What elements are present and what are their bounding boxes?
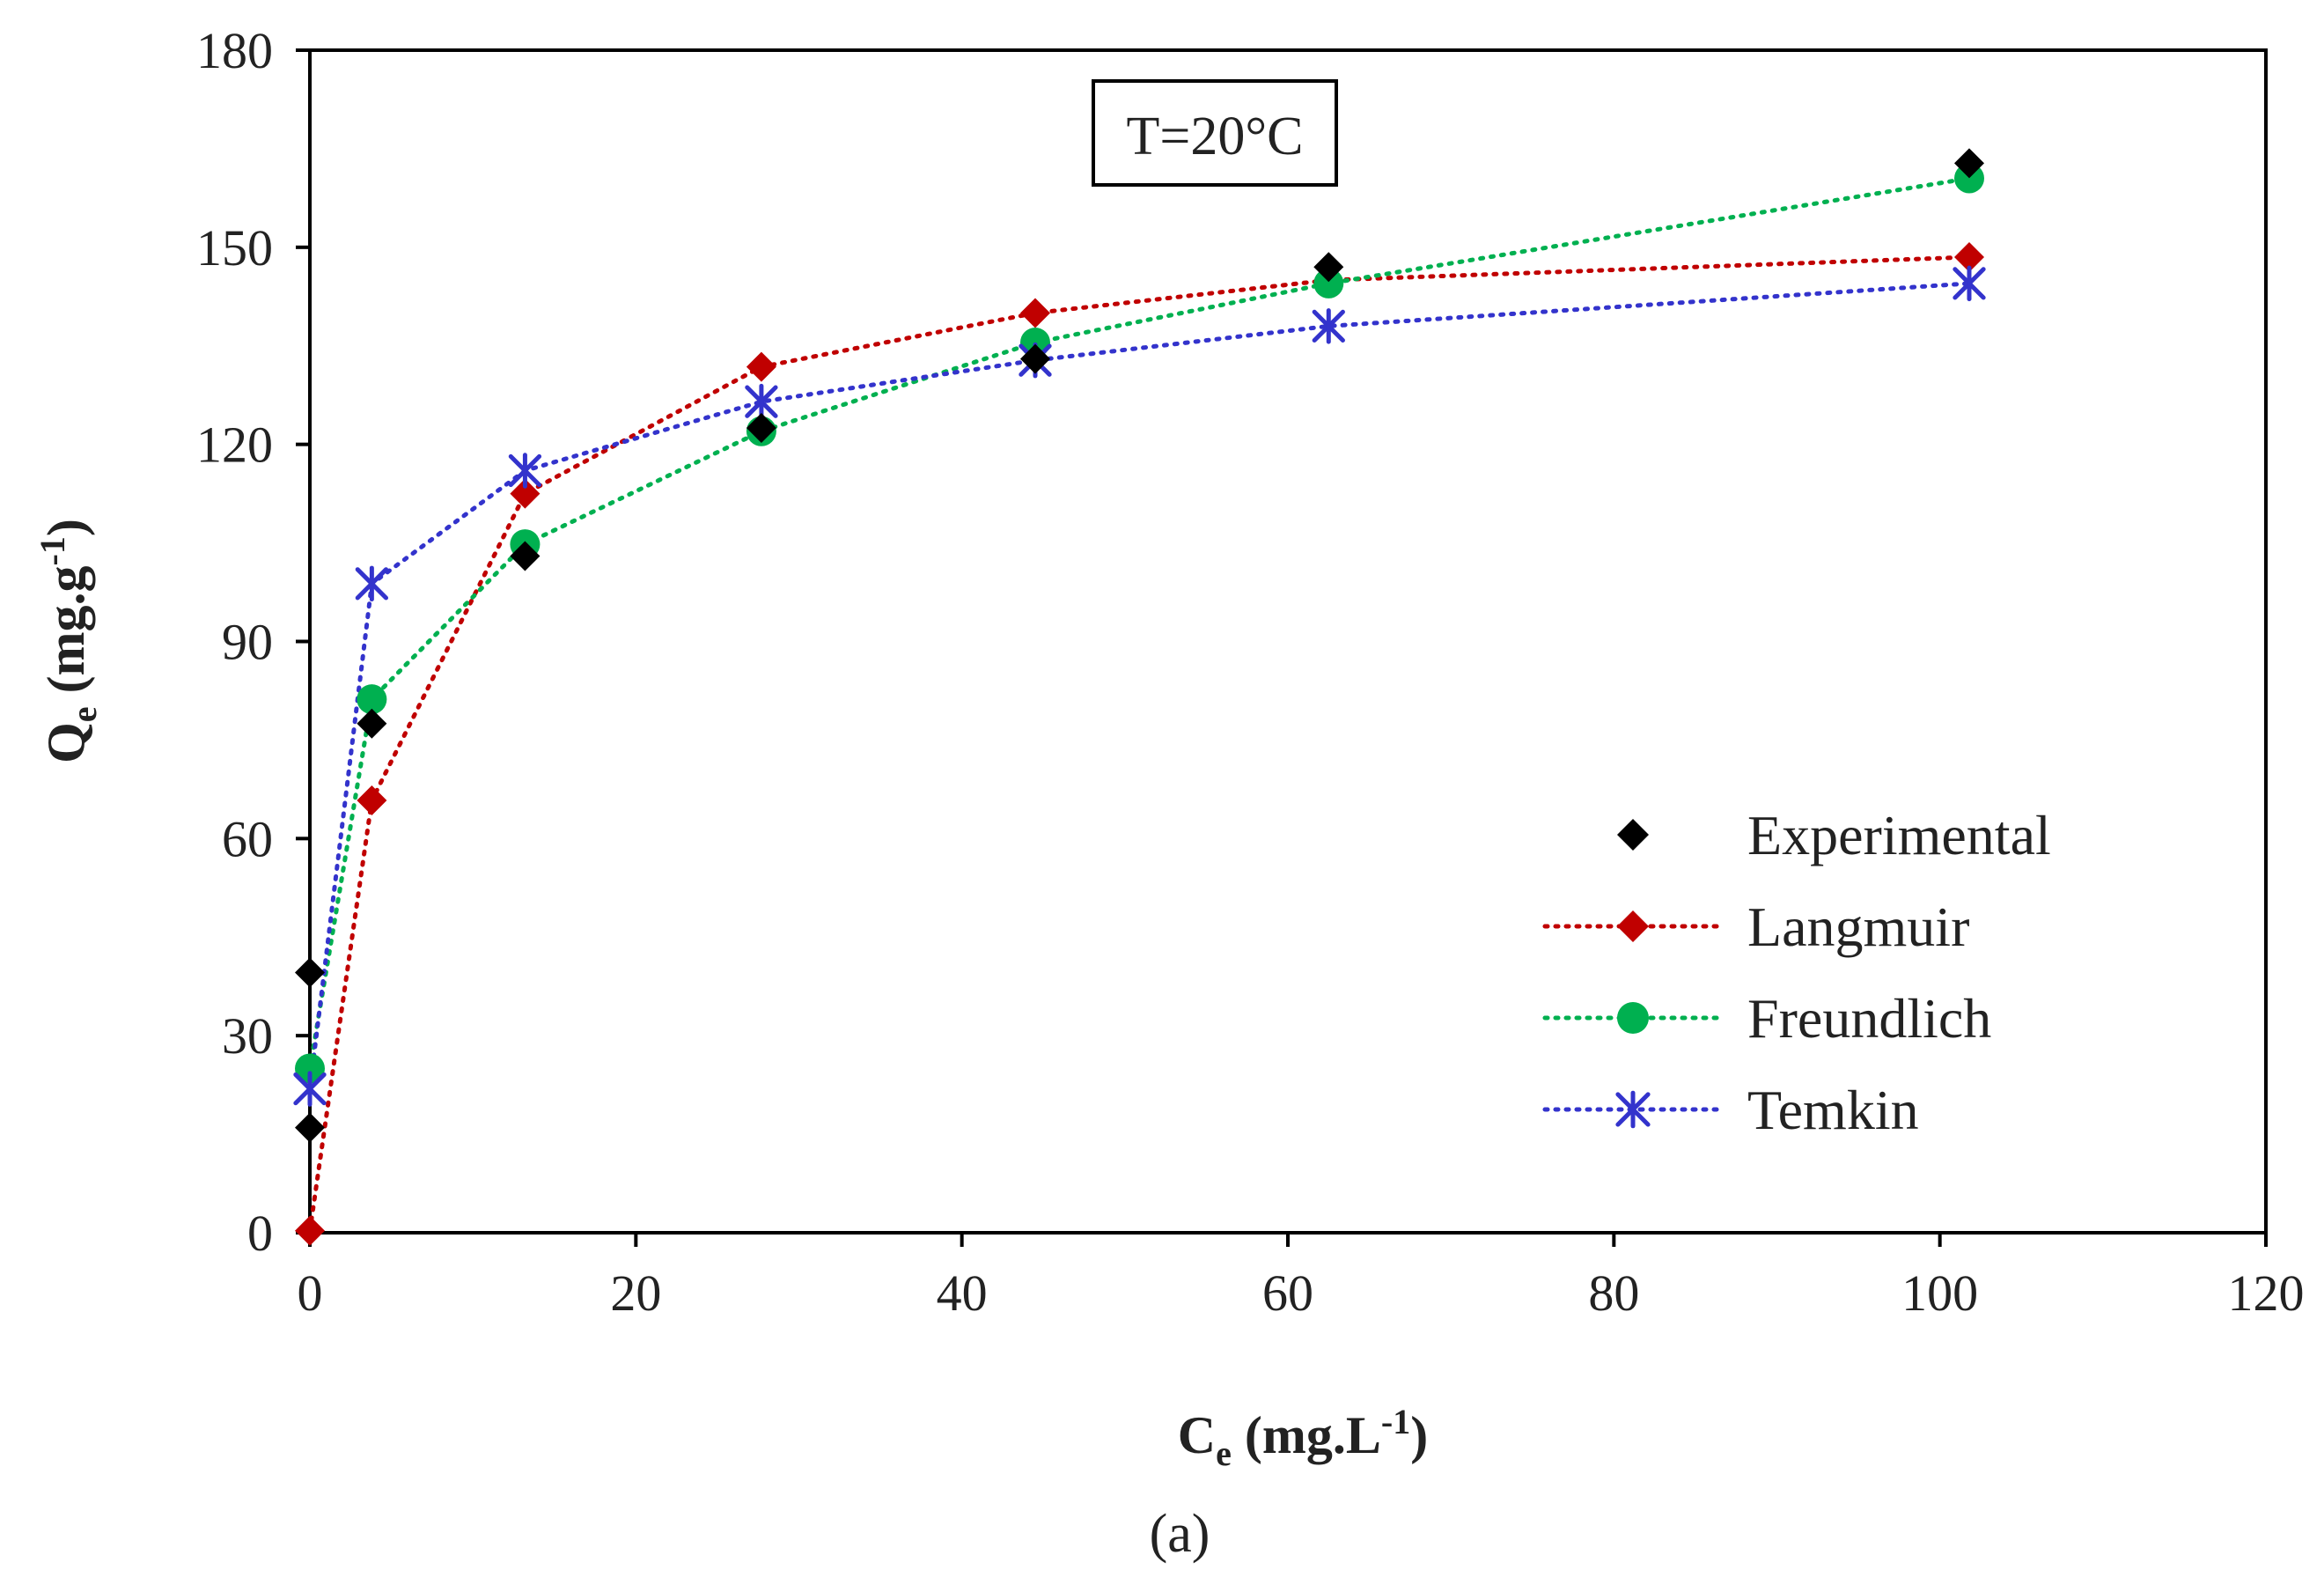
y-tick-label-180: 180 — [196, 22, 273, 79]
x-axis-title-sup: -1 — [1381, 1402, 1410, 1441]
figure-caption: (a) — [1150, 1504, 1210, 1564]
y-axis-title-sup: -1 — [33, 536, 72, 565]
x-tick-label-60: 60 — [1262, 1264, 1313, 1322]
experimental-point-1 — [295, 1112, 325, 1143]
annotation-text: T=20°C — [1127, 107, 1304, 166]
y-axis-ticks: 0 30 60 90 120 150 180 — [196, 22, 310, 1262]
y-axis-title-main: Q — [37, 722, 95, 763]
temkin-point-2 — [508, 453, 542, 489]
x-tick-label-40: 40 — [937, 1264, 988, 1322]
legend-item-temkin: Temkin — [1542, 1079, 1919, 1141]
langmuir-point-0 — [295, 1215, 325, 1246]
langmuir-point-4 — [1019, 298, 1050, 328]
legend-item-experimental: Experimental — [1617, 804, 2051, 866]
legend-marker-freundlich — [1617, 1002, 1649, 1034]
x-tick-label-80: 80 — [1588, 1264, 1639, 1322]
legend: Experimental Langmuir Freundlich Temkin — [1542, 804, 2051, 1141]
x-axis-title-sub: e — [1216, 1434, 1232, 1473]
experimental-point-2 — [357, 708, 387, 739]
freundlich-point-6 — [1953, 163, 1984, 194]
legend-label-freundlich: Freundlich — [1747, 987, 1991, 1050]
temperature-annotation: T=20°C — [1092, 79, 1338, 187]
series-markers — [293, 148, 1986, 1246]
temkin-point-3 — [745, 383, 778, 420]
temkin-point-6 — [1953, 265, 1986, 302]
y-tick-label-30: 30 — [222, 1007, 273, 1065]
freundlich-point-1 — [357, 684, 387, 715]
freundlich-point-0 — [295, 1053, 325, 1084]
plot-area — [308, 48, 2268, 1235]
experimental-point-7 — [1953, 148, 1984, 179]
y-tick-label-150: 150 — [196, 219, 273, 276]
y-axis-title-rest-1: (mg.g — [37, 565, 95, 706]
legend-label-temkin: Temkin — [1747, 1079, 1919, 1141]
langmuir-point-3 — [746, 351, 776, 382]
temkin-point-0 — [293, 1071, 327, 1107]
temkin-point-5 — [1312, 308, 1345, 344]
y-tick-label-120: 120 — [196, 416, 273, 474]
x-axis-ticks: 0 20 40 60 80 100 120 — [298, 1233, 2305, 1322]
annotation-box — [1092, 79, 1338, 187]
x-tick-label-20: 20 — [610, 1264, 661, 1322]
legend-label-experimental: Experimental — [1747, 804, 2051, 866]
y-axis-title: Qe (mg.g-1) — [33, 519, 104, 763]
temkin-point-1 — [355, 565, 389, 602]
experimental-point-4 — [746, 413, 776, 444]
x-tick-label-100: 100 — [1901, 1264, 1978, 1322]
legend-item-langmuir: Langmuir — [1542, 896, 1969, 958]
legend-label-langmuir: Langmuir — [1747, 896, 1969, 958]
experimental-point-6 — [1313, 252, 1344, 283]
legend-marker-experimental — [1617, 819, 1649, 851]
y-tick-label-0: 0 — [247, 1205, 273, 1262]
x-axis-title-rest-2: ) — [1410, 1406, 1428, 1464]
y-axis-title-sub: e — [64, 706, 104, 722]
y-tick-label-60: 60 — [222, 810, 273, 867]
experimental-point-0 — [295, 957, 325, 988]
x-tick-label-120: 120 — [2228, 1264, 2305, 1322]
x-axis-title: Ce (mg.L-1) — [1178, 1402, 1428, 1473]
x-tick-label-0: 0 — [298, 1264, 323, 1322]
experimental-point-5 — [1019, 343, 1050, 374]
legend-item-freundlich: Freundlich — [1542, 987, 1991, 1050]
x-axis-title-main: C — [1178, 1406, 1216, 1464]
x-axis-title-rest-1: (mg.L — [1232, 1406, 1381, 1464]
langmuir-point-1 — [357, 785, 387, 816]
langmuir-point-2 — [510, 478, 541, 509]
y-tick-label-90: 90 — [222, 614, 273, 671]
y-axis-title-rest-2: ) — [37, 519, 95, 536]
freundlich-point-5 — [1313, 268, 1344, 298]
legend-marker-langmuir — [1617, 910, 1649, 942]
langmuir-point-6 — [1953, 242, 1984, 273]
experimental-point-3 — [510, 541, 541, 571]
legend-marker-temkin — [1615, 1090, 1651, 1129]
